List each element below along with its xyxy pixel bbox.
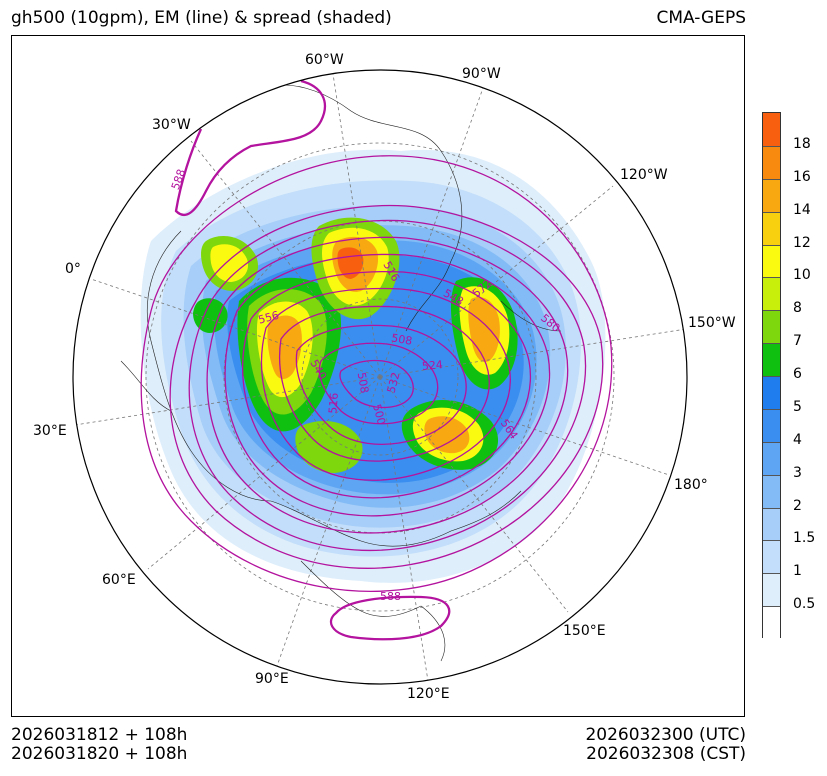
colorbar-segment <box>763 310 780 344</box>
contour-label: 588 <box>380 590 401 603</box>
lon-label: 150°E <box>563 623 606 639</box>
model-name: CMA-GEPS <box>656 8 746 28</box>
init-time-utc: 2026031812 + 108h <box>11 725 188 745</box>
lon-label: 90°E <box>255 671 289 687</box>
init-time-block: 2026031812 + 108h 2026031820 + 108h <box>11 726 187 764</box>
colorbar-segment <box>763 441 780 475</box>
colorbar-segment <box>763 540 780 574</box>
colorbar-tick-label: 12 <box>793 234 811 251</box>
lon-label: 30°E <box>33 423 67 439</box>
colorbar-segment <box>763 145 780 179</box>
lon-label: 150°W <box>688 315 736 331</box>
colorbar-segment <box>763 408 780 442</box>
longitude-label-group: 60°W 90°W 30°W 120°W 0° 150°W 30°E 180° … <box>33 52 736 702</box>
colorbar-tick-label: 6 <box>793 366 802 382</box>
init-time-cst: 2026031820 + 108h <box>11 744 188 764</box>
colorbar-segment <box>763 573 780 607</box>
colorbar-tick-label: 10 <box>793 267 811 284</box>
colorbar-tick-label: 4 <box>793 431 802 448</box>
contour-label: 500 <box>370 403 388 427</box>
colorbar-segment <box>763 113 780 146</box>
lon-label: 180° <box>674 477 708 493</box>
colorbar-segment <box>763 277 780 311</box>
valid-time-utc: 2026032300 (UTC) <box>585 725 746 745</box>
contour-label: 516 <box>326 392 341 414</box>
colorbar-segment <box>763 376 780 409</box>
colorbar-tick-label: 5 <box>793 398 802 415</box>
colorbar-tick-label: 16 <box>793 168 811 185</box>
colorbar <box>762 112 781 639</box>
colorbar-tick-label: 1 <box>793 563 802 580</box>
contour-label: 532 <box>385 371 403 395</box>
valid-time-cst: 2026032308 (CST) <box>586 744 746 764</box>
contour-label: 508 <box>390 331 413 347</box>
coastlines <box>120 84 562 662</box>
contour-label: 556 <box>257 309 281 327</box>
contour-lines <box>140 79 613 641</box>
graticule <box>74 73 687 682</box>
colorbar-tick-label: 3 <box>793 464 802 481</box>
polar-map: 588 556 516 572 548 580 508 524 540 532 … <box>33 52 736 702</box>
colorbar-segment <box>763 507 780 541</box>
contour-label: 508 <box>355 371 371 394</box>
lon-label: 30°W <box>152 117 191 133</box>
colorbar-segment <box>763 474 780 508</box>
colorbar-segment <box>763 343 780 376</box>
colorbar-segment <box>763 178 780 212</box>
lon-label: 120°E <box>407 686 450 702</box>
colorbar-tick-label: 18 <box>793 135 811 152</box>
colorbar-tick-label: 14 <box>793 201 811 218</box>
colorbar-segment <box>763 211 780 245</box>
colorbar-tick-label: 2 <box>793 497 802 514</box>
colorbar-tick-label: 0.5 <box>793 596 816 613</box>
lon-label: 90°W <box>462 66 501 82</box>
chart-title: gh500 (10gpm), EM (line) & spread (shade… <box>11 8 392 28</box>
map-panel: 588 556 516 572 548 580 508 524 540 532 … <box>11 35 745 717</box>
lon-label: 60°W <box>305 52 344 68</box>
globe-boundary <box>72 69 688 685</box>
contour-label: 524 <box>421 358 443 373</box>
lon-label: 60°E <box>102 572 136 588</box>
colorbar-segment <box>763 244 780 278</box>
contour-label: 588 <box>169 167 188 191</box>
lon-label: 120°W <box>620 167 668 183</box>
spread-shading <box>140 149 606 583</box>
colorbar-tick-label: 7 <box>793 333 802 350</box>
valid-time-block: 2026032300 (UTC) 2026032308 (CST) <box>585 726 746 764</box>
colorbar-tick-label: 1.5 <box>793 530 816 547</box>
colorbar-tick-label: 8 <box>793 300 802 317</box>
colorbar-segment <box>763 606 780 639</box>
lon-label: 0° <box>65 261 81 277</box>
